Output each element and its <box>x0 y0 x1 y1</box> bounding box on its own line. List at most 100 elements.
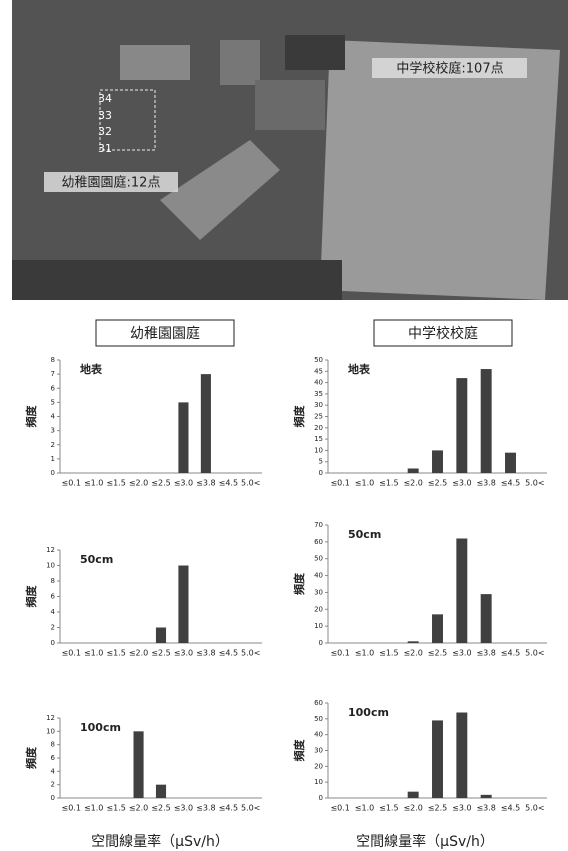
y-tick-label: 3 <box>51 427 55 435</box>
y-axis-label: 頻度 <box>292 572 306 595</box>
page: 中学校校庭:107点 幼稚園園庭:12点 34 33 32 31 幼稚園園庭 中… <box>0 0 568 851</box>
x-tick-label: ≤2.0 <box>129 804 148 813</box>
y-tick-label: 40 <box>314 731 323 739</box>
y-tick-label: 10 <box>46 727 55 735</box>
marker-label: 32 <box>98 125 112 138</box>
x-tick-label: ≤2.5 <box>151 649 170 658</box>
marker-label: 33 <box>98 109 112 122</box>
y-tick-label: 20 <box>314 605 323 613</box>
x-tick-label: ≤0.1 <box>62 649 81 658</box>
column-header: 中学校校庭 <box>408 325 478 342</box>
x-tick-label: ≤1.0 <box>84 649 103 658</box>
y-tick-label: 0 <box>319 639 323 647</box>
y-tick-label: 50 <box>314 356 323 364</box>
y-tick-label: 30 <box>314 747 323 755</box>
bar <box>456 713 467 799</box>
x-tick-label: ≤1.5 <box>379 649 398 658</box>
photo-label: 中学校校庭:107点 <box>396 61 503 77</box>
aerial-photo: 中学校校庭:107点 幼稚園園庭:12点 34 33 32 31 <box>12 0 568 300</box>
x-tick-label: ≤0.1 <box>330 649 349 658</box>
y-tick-label: 10 <box>46 562 55 570</box>
y-tick-label: 12 <box>46 546 55 554</box>
chart: 0102030405060100cm頻度≤0.1≤1.0≤1.5≤2.0≤2.5… <box>292 699 547 813</box>
x-tick-label: ≤3.0 <box>452 479 471 488</box>
y-axis-label: 頻度 <box>292 739 306 762</box>
x-tick-label: 5.0< <box>241 479 260 488</box>
x-tick-label: ≤3.0 <box>174 479 193 488</box>
x-tick-label: ≤4.5 <box>501 649 520 658</box>
y-tick-label: 0 <box>51 639 55 647</box>
bar <box>408 792 419 798</box>
x-tick-label: ≤2.0 <box>129 649 148 658</box>
y-tick-label: 12 <box>46 714 55 722</box>
y-tick-label: 10 <box>314 622 323 630</box>
y-axis-label: 頻度 <box>292 405 306 428</box>
y-tick-label: 10 <box>314 778 323 786</box>
x-tick-label: ≤3.8 <box>196 479 215 488</box>
chart: 024681012100cm頻度≤0.1≤1.0≤1.5≤2.0≤2.5≤3.0… <box>24 714 262 813</box>
bar <box>134 731 144 798</box>
y-tick-label: 4 <box>51 767 56 775</box>
x-tick-label: 5.0< <box>525 649 544 658</box>
bar <box>408 641 419 643</box>
y-tick-label: 15 <box>314 435 323 443</box>
y-tick-label: 60 <box>314 699 323 707</box>
x-tick-label: ≤4.5 <box>219 804 238 813</box>
x-tick-label: ≤1.5 <box>106 649 125 658</box>
annotation: 100cm <box>80 721 121 734</box>
y-tick-label: 0 <box>51 469 55 477</box>
figure: 中学校校庭:107点 幼稚園園庭:12点 34 33 32 31 幼稚園園庭 中… <box>0 0 568 851</box>
y-tick-label: 0 <box>51 794 55 802</box>
y-tick-label: 45 <box>314 367 323 375</box>
x-tick-label: ≤1.5 <box>379 479 398 488</box>
bar <box>481 594 492 643</box>
x-tick-label: ≤3.0 <box>452 804 471 813</box>
y-tick-label: 2 <box>51 441 55 449</box>
x-tick-label: ≤2.0 <box>403 479 422 488</box>
bar <box>432 720 443 798</box>
x-tick-label: ≤2.0 <box>129 479 148 488</box>
bar <box>505 453 516 473</box>
x-tick-label: ≤3.0 <box>174 649 193 658</box>
chart: 02468101250cm頻度≤0.1≤1.0≤1.5≤2.0≤2.5≤3.0≤… <box>24 546 262 658</box>
x-tick-label: ≤2.5 <box>151 479 170 488</box>
y-tick-label: 2 <box>51 624 55 632</box>
y-tick-label: 0 <box>319 794 323 802</box>
x-tick-label: ≤2.0 <box>403 649 422 658</box>
x-tick-label: ≤4.5 <box>501 804 520 813</box>
x-tick-label: ≤3.0 <box>174 804 193 813</box>
bar <box>456 378 467 473</box>
y-tick-label: 40 <box>314 379 323 387</box>
x-axis-label: 空間線量率（μSv/h） <box>356 833 494 850</box>
y-tick-label: 6 <box>51 384 56 392</box>
bar <box>432 450 443 473</box>
y-tick-label: 6 <box>51 754 56 762</box>
y-tick-label: 40 <box>314 572 323 580</box>
chart: 012345678地表頻度≤0.1≤1.0≤1.5≤2.0≤2.5≤3.0≤3.… <box>24 356 262 488</box>
chart: 01020304050607050cm頻度≤0.1≤1.0≤1.5≤2.0≤2.… <box>292 521 547 658</box>
bar <box>456 538 467 643</box>
x-tick-label: ≤3.8 <box>196 804 215 813</box>
x-tick-label: ≤4.5 <box>501 479 520 488</box>
bar <box>156 628 166 644</box>
bar <box>432 614 443 643</box>
x-tick-label: ≤1.0 <box>355 479 374 488</box>
y-tick-label: 8 <box>51 741 55 749</box>
x-tick-label: ≤1.0 <box>355 649 374 658</box>
y-tick-label: 1 <box>51 455 55 463</box>
bar <box>178 402 188 473</box>
annotation: 地表 <box>348 362 371 376</box>
x-tick-label: ≤2.5 <box>428 804 447 813</box>
y-tick-label: 25 <box>314 413 323 421</box>
x-tick-label: 5.0< <box>241 649 260 658</box>
x-axis-label: 空間線量率（μSv/h） <box>91 833 229 850</box>
y-tick-label: 2 <box>51 781 55 789</box>
x-tick-label: ≤3.8 <box>476 649 495 658</box>
x-tick-label: ≤2.5 <box>428 649 447 658</box>
y-tick-label: 5 <box>51 398 55 406</box>
y-axis-label: 頻度 <box>24 405 38 428</box>
y-axis-label: 頻度 <box>24 746 38 769</box>
y-tick-label: 70 <box>314 521 323 529</box>
photo-label: 幼稚園園庭:12点 <box>62 175 161 191</box>
bar <box>481 369 492 473</box>
